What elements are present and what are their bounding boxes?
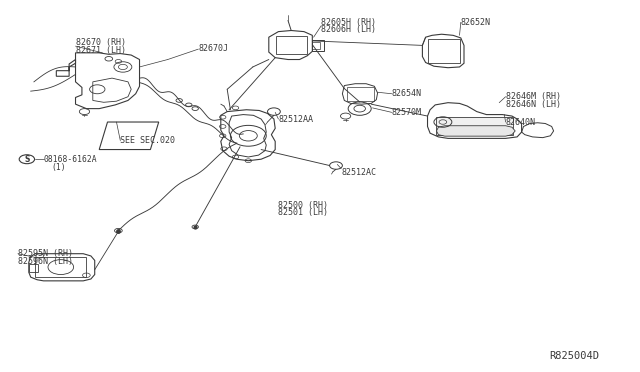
Bar bbox=[436, 117, 513, 135]
Text: 82570M: 82570M bbox=[392, 108, 422, 117]
Text: 82670 (RH): 82670 (RH) bbox=[76, 38, 125, 47]
Bar bbox=[347, 87, 374, 101]
Text: 82606H (LH): 82606H (LH) bbox=[321, 25, 376, 33]
Bar bbox=[312, 42, 320, 49]
Text: SEE SEC.020: SEE SEC.020 bbox=[120, 136, 175, 145]
Text: 82646M (RH): 82646M (RH) bbox=[506, 92, 561, 101]
Polygon shape bbox=[436, 126, 515, 136]
Text: 82654N: 82654N bbox=[392, 89, 422, 98]
Text: S: S bbox=[24, 155, 29, 164]
Text: 82596N (LH): 82596N (LH) bbox=[18, 257, 73, 266]
Bar bbox=[276, 36, 307, 54]
Text: 82640N: 82640N bbox=[506, 118, 536, 126]
Bar bbox=[29, 264, 38, 272]
Text: 82646N (LH): 82646N (LH) bbox=[506, 100, 561, 109]
Text: 82500 (RH): 82500 (RH) bbox=[278, 201, 328, 210]
Text: 82605H (RH): 82605H (RH) bbox=[321, 18, 376, 27]
Bar bbox=[35, 257, 86, 277]
Text: 82670J: 82670J bbox=[198, 44, 228, 53]
Text: 82512AA: 82512AA bbox=[278, 115, 314, 124]
Text: 82671 (LH): 82671 (LH) bbox=[76, 46, 125, 55]
Bar bbox=[312, 40, 324, 51]
Bar bbox=[428, 39, 460, 63]
Text: 08168-6162A: 08168-6162A bbox=[44, 155, 97, 164]
Text: 82512AC: 82512AC bbox=[341, 169, 376, 177]
Text: 82652N: 82652N bbox=[461, 18, 491, 27]
Text: 82501 (LH): 82501 (LH) bbox=[278, 208, 328, 217]
Text: 82595N (RH): 82595N (RH) bbox=[18, 249, 73, 258]
Text: (1): (1) bbox=[51, 163, 66, 172]
Text: R825004D: R825004D bbox=[549, 352, 599, 361]
